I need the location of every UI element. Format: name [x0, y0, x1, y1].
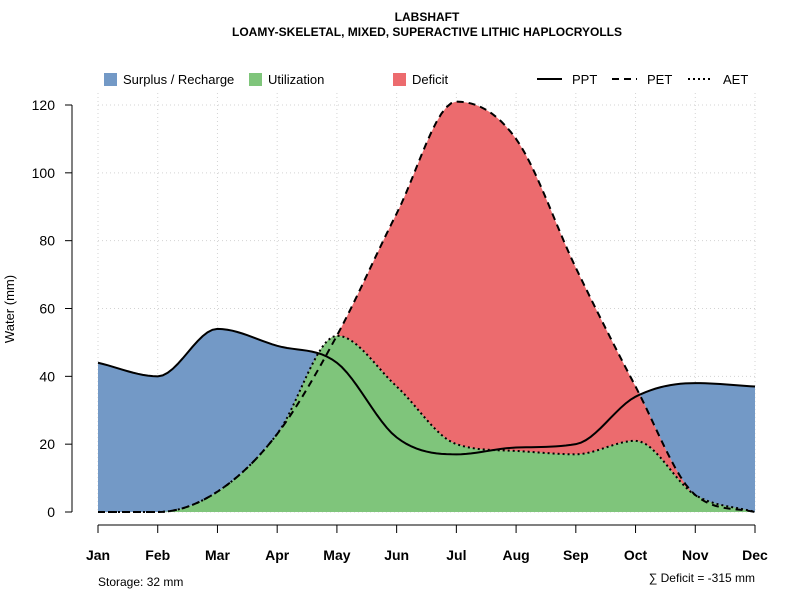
series-line-aet	[98, 334, 756, 513]
legend-label: PPT	[572, 72, 597, 87]
deficit-area	[98, 101, 755, 512]
x-tick-label-jul: Jul	[446, 547, 466, 563]
surplus-recharge-area	[98, 101, 755, 512]
axes: 0 20 40 60 80 100 120 Jan Feb Mar Apr May Jun Jul Aug S…	[32, 97, 768, 563]
x-tick-label-nov: Nov	[682, 547, 709, 563]
y-tick-label: 100	[32, 165, 56, 181]
series-lines	[97, 100, 756, 513]
series-line-pet	[98, 100, 756, 513]
x-tick-label-jun: Jun	[384, 547, 409, 563]
chart-subtitle: LOAMY-SKELETAL, MIXED, SUPERACTIVE LITHI…	[232, 25, 622, 39]
x-tick-label-sep: Sep	[563, 547, 589, 563]
y-axis-label: Water (mm)	[2, 275, 17, 343]
legend-label: Deficit	[412, 72, 449, 87]
y-tick-label: 80	[39, 233, 55, 249]
legend-swatch	[249, 73, 262, 86]
deficit-sum-note: ∑ Deficit = -315 mm	[649, 571, 755, 585]
legend-item-pet: PET	[612, 72, 672, 87]
storage-note: Storage: 32 mm	[98, 575, 183, 589]
y-tick-label: 60	[39, 301, 55, 317]
y-tick-label: 120	[32, 97, 56, 113]
y-tick-label: 20	[39, 436, 55, 452]
x-tick-label-mar: Mar	[205, 547, 230, 563]
chart-title: LABSHAFT	[395, 10, 460, 24]
x-tick-label-oct: Oct	[624, 547, 648, 563]
legend-item-ppt: PPT	[537, 72, 597, 87]
legend: Surplus / Recharge Utilization Deficit PPT P…	[104, 72, 748, 87]
x-tick-label-dec: Dec	[742, 547, 768, 563]
legend-item-deficit: Deficit	[393, 72, 449, 87]
legend-label: Surplus / Recharge	[123, 72, 234, 87]
legend-label: AET	[723, 72, 748, 87]
legend-label: Utilization	[268, 72, 324, 87]
x-tick-label-aug: Aug	[502, 547, 529, 563]
x-tick-label-feb: Feb	[145, 547, 170, 563]
area-fills	[98, 101, 755, 512]
utilization-area	[98, 335, 755, 512]
legend-swatch	[393, 73, 406, 86]
y-tick-label: 40	[39, 368, 55, 384]
legend-item-aet: AET	[688, 72, 748, 87]
legend-item-utilization: Utilization	[249, 72, 324, 87]
legend-item-surplus-recharge: Surplus / Recharge	[104, 72, 234, 87]
x-tick-label-apr: Apr	[265, 547, 290, 563]
x-tick-label-jan: Jan	[86, 547, 110, 563]
legend-label: PET	[647, 72, 672, 87]
legend-swatch	[104, 73, 117, 86]
series-line-ppt	[97, 327, 756, 456]
y-tick-label: 0	[47, 504, 55, 520]
x-tick-label-may: May	[323, 547, 350, 563]
